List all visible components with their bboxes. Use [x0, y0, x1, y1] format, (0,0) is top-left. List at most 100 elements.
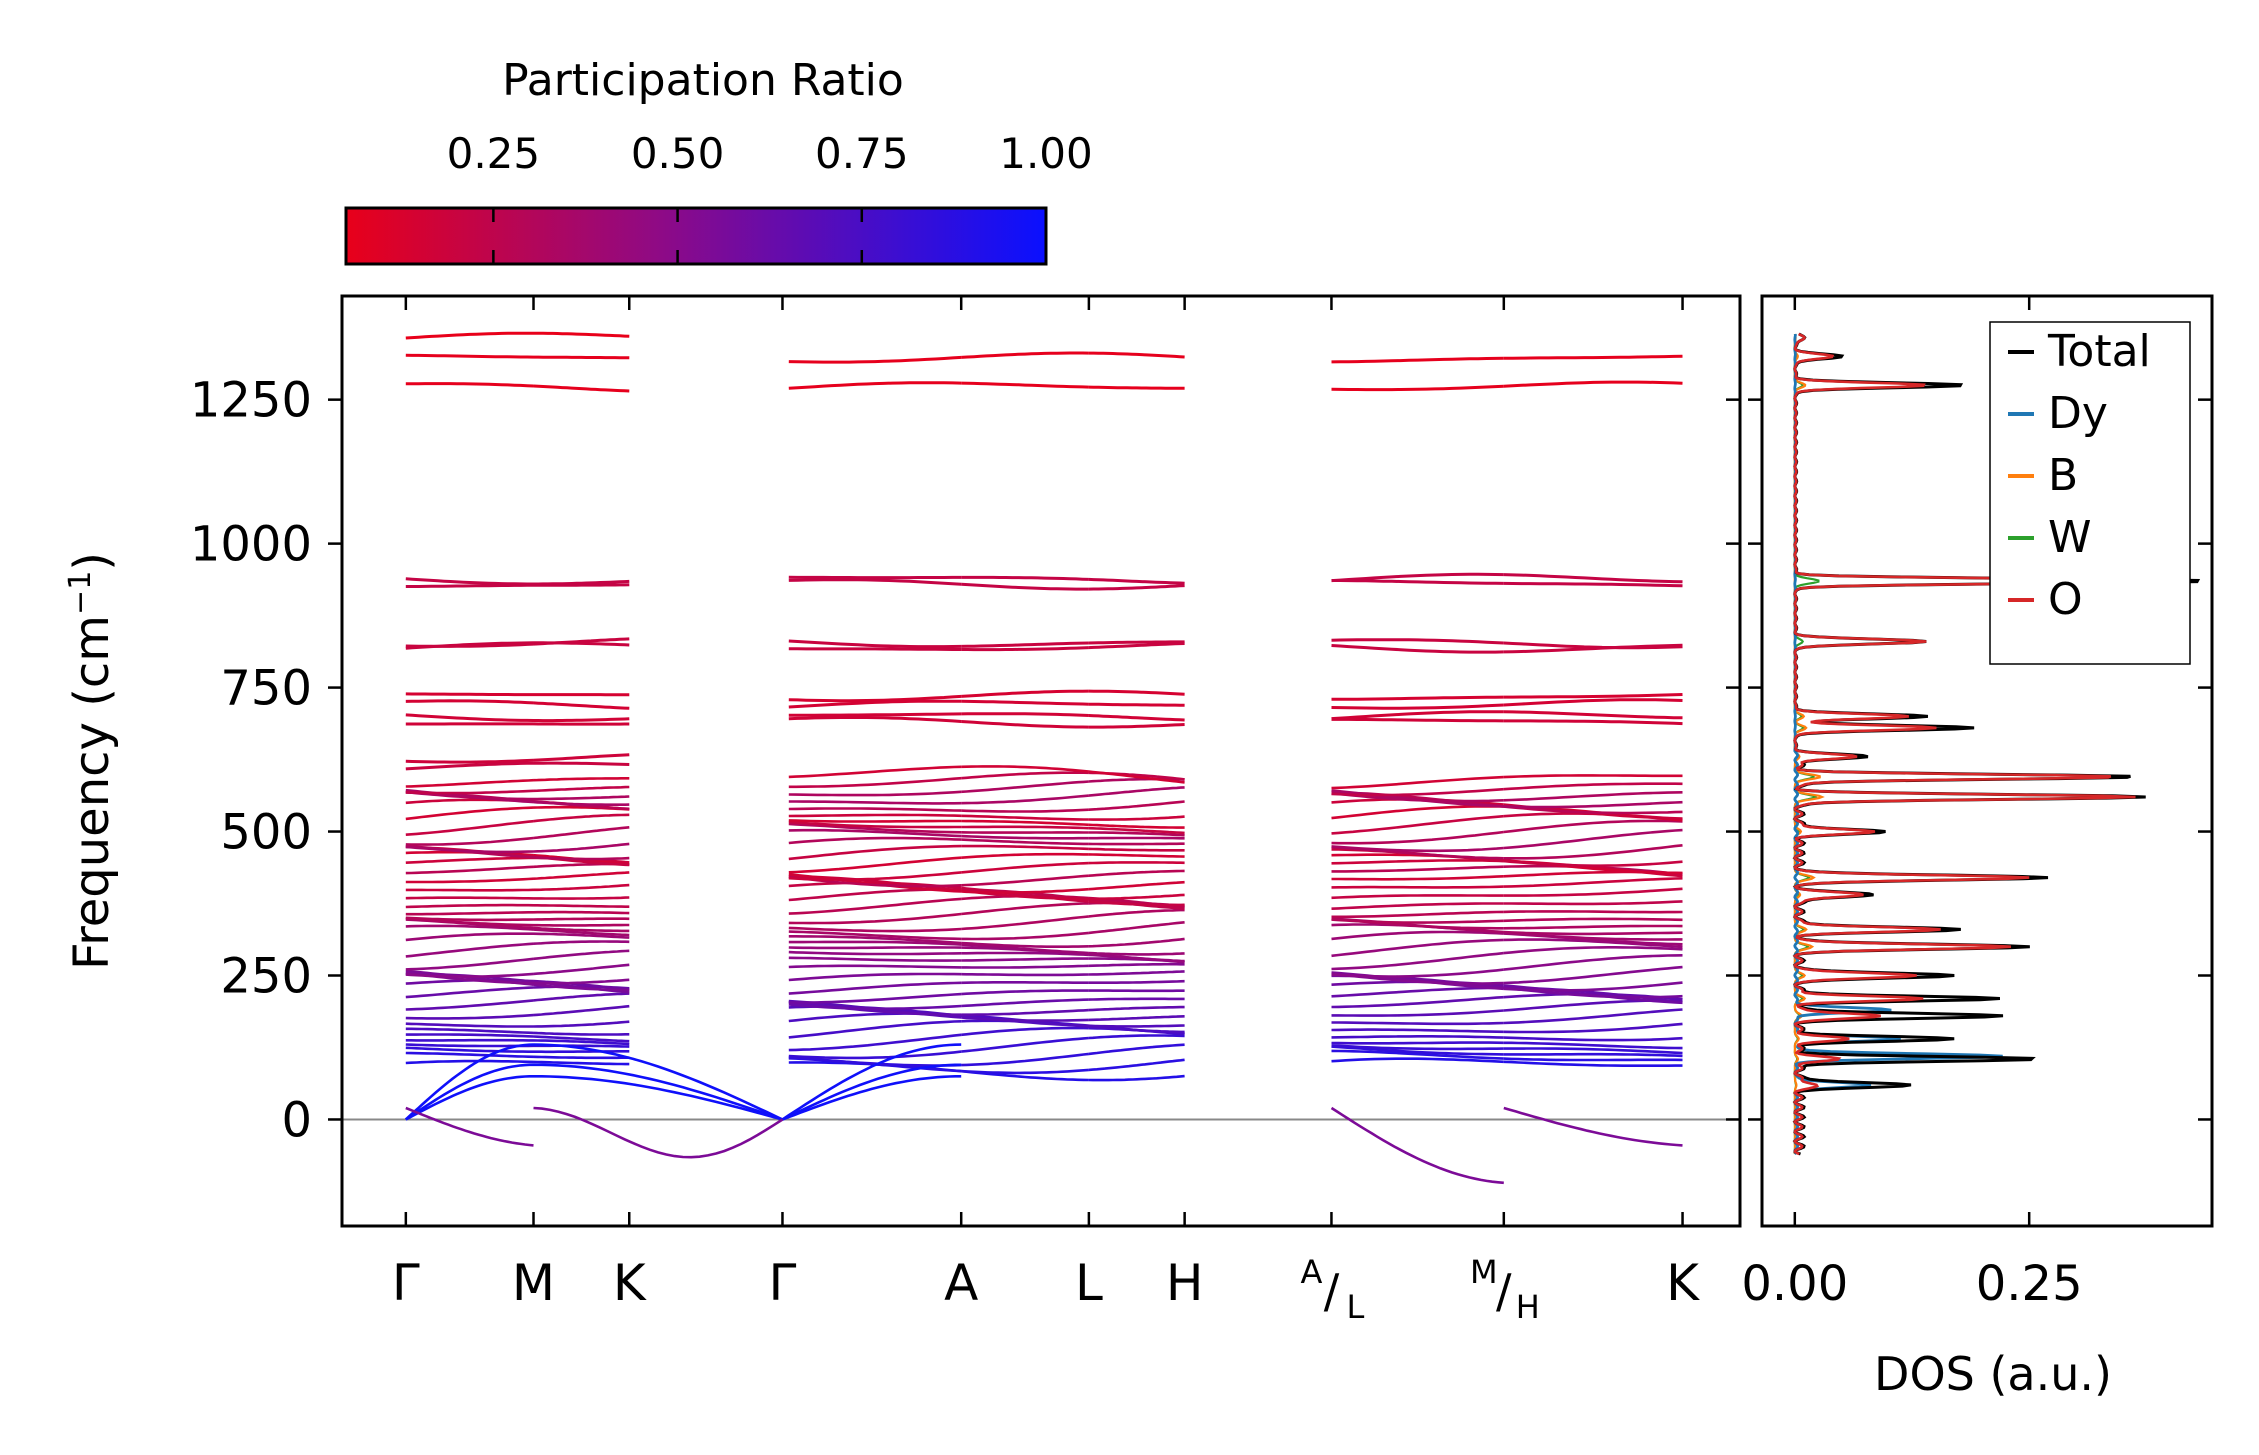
band-line — [1088, 853, 1185, 858]
band-line — [1088, 979, 1185, 985]
band-line — [961, 915, 1090, 931]
band-line — [1088, 970, 1185, 976]
dos-axis-ticks: 0.00 0.25 — [1741, 296, 2083, 1312]
dos-legend: Total Dy BWO — [1989, 321, 2191, 665]
band-line — [405, 865, 534, 875]
band-line — [1503, 693, 1683, 699]
band-line — [533, 871, 630, 880]
band-line — [788, 946, 962, 950]
band-line — [405, 910, 534, 916]
band-line — [533, 583, 630, 587]
band-line — [405, 856, 534, 864]
band-line — [1331, 384, 1504, 392]
k-point-slash: / — [1324, 1264, 1340, 1318]
band-line — [533, 800, 630, 807]
band-line — [788, 950, 962, 956]
band-line — [961, 852, 1089, 859]
band-line — [961, 861, 1089, 874]
band-line — [1503, 917, 1683, 923]
band-line — [961, 902, 1089, 916]
band-line — [405, 999, 534, 1011]
band-line — [1503, 782, 1683, 791]
band-line — [961, 814, 1089, 821]
band-line — [788, 836, 962, 845]
band-line — [1503, 1036, 1683, 1042]
band-line — [405, 877, 534, 884]
band-line — [405, 916, 534, 922]
band-line — [533, 903, 630, 909]
y-tick-label: 1000 — [190, 517, 312, 573]
band-line — [405, 641, 534, 650]
band-line — [1331, 865, 1504, 873]
band-line — [788, 930, 962, 941]
soft-mode-band — [1330, 1106, 1504, 1185]
dos-axes-frame — [1760, 294, 2214, 1228]
band-line — [533, 753, 630, 762]
dos-tick-label: 0.00 — [1741, 1256, 1848, 1312]
colorbar-tick-label: 0.75 — [815, 129, 909, 178]
band-line — [788, 1050, 962, 1060]
band-line — [788, 1003, 962, 1011]
band-line — [961, 351, 1089, 359]
band-line — [405, 1033, 534, 1038]
band-line — [788, 926, 962, 933]
band-line — [788, 856, 962, 874]
band-line — [1503, 924, 1683, 930]
acoustic-band — [405, 1075, 534, 1121]
acoustic-band — [781, 1063, 962, 1121]
band-line — [405, 932, 534, 942]
band-line — [1331, 805, 1504, 820]
band-line — [1331, 930, 1504, 941]
acoustic-band — [405, 1063, 534, 1121]
band-line — [533, 917, 630, 921]
band-line — [788, 1020, 962, 1039]
band-line — [1331, 986, 1504, 998]
k-path-axis-ticks: Γ M K Γ A L H A / LM/H K — [392, 296, 1700, 1326]
band-line — [788, 716, 962, 723]
band-line — [533, 384, 630, 393]
band-line — [1088, 831, 1185, 837]
band-line — [1503, 844, 1683, 860]
band-line — [533, 1035, 630, 1043]
band-line — [1331, 1021, 1504, 1026]
band-line — [961, 689, 1089, 698]
band-line — [1331, 875, 1504, 881]
band-line — [1331, 918, 1504, 924]
band-line — [533, 963, 630, 976]
band-line — [1088, 689, 1185, 696]
band-line — [1331, 938, 1504, 958]
band-line — [1331, 572, 1504, 583]
band-line — [1331, 894, 1504, 900]
band-line — [1503, 573, 1683, 584]
dos-axis-label: DOS (a.u.) — [1874, 1347, 2112, 1401]
band-line — [961, 989, 1089, 996]
band-line — [1088, 584, 1185, 591]
band-line — [1088, 900, 1185, 907]
k-point-label: A — [944, 1254, 978, 1312]
band-line — [788, 871, 962, 881]
band-line — [1503, 581, 1683, 588]
band-line — [788, 972, 962, 982]
band-line — [788, 912, 962, 925]
colorbar-tick-label: 1.00 — [999, 129, 1093, 178]
acoustic-band — [533, 1063, 783, 1121]
band-line — [533, 795, 630, 801]
band-line — [961, 957, 1089, 962]
band-line — [788, 981, 962, 995]
band-line — [1503, 1047, 1683, 1055]
band-line — [1331, 859, 1504, 865]
band-line — [961, 825, 1089, 830]
phonon-bands — [404, 331, 1683, 1185]
band-line — [533, 949, 630, 961]
k-point-label-bottom: L — [1347, 1288, 1365, 1326]
band-line — [1088, 953, 1185, 963]
band-line — [788, 956, 962, 962]
k-point-label: H — [1166, 1254, 1204, 1312]
band-line — [1331, 1045, 1504, 1056]
band-line — [1088, 385, 1185, 390]
band-line — [788, 712, 962, 717]
legend-label: Total — [2047, 326, 2151, 377]
y-tick-label: 0 — [281, 1092, 312, 1148]
band-line — [1503, 819, 1683, 834]
band-line — [533, 717, 630, 723]
